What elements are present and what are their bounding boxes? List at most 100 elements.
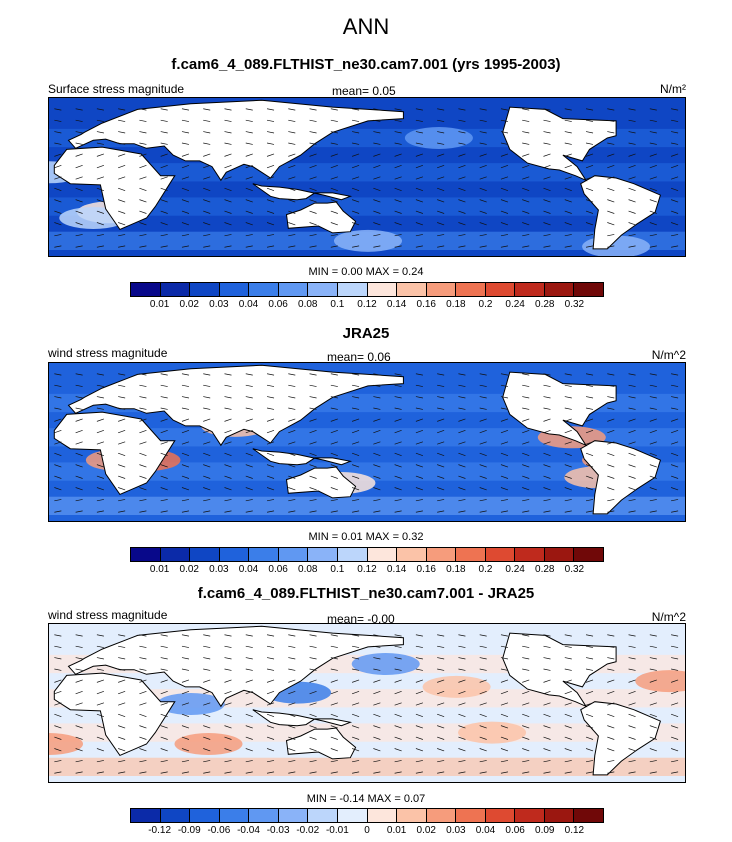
wind-vector (479, 119, 487, 122)
wind-vector (670, 176, 679, 180)
wind-vector (288, 441, 296, 445)
wind-vector (330, 634, 338, 637)
wind-vector (266, 165, 275, 169)
wind-vector (415, 418, 424, 422)
wind-vector (628, 119, 636, 122)
wind-vector (543, 396, 551, 399)
wind-vector (415, 407, 423, 410)
wind-vector (373, 760, 381, 763)
wind-vector (500, 407, 509, 410)
wind-vector (437, 691, 445, 695)
colorbar-swatch (544, 809, 575, 822)
wind-vector (373, 222, 381, 226)
wind-vector (585, 187, 594, 191)
wind-vector (330, 702, 338, 706)
wind-vector (288, 176, 296, 180)
wind-vector (181, 736, 190, 740)
wind-vector (649, 510, 657, 513)
wind-vector (245, 108, 253, 111)
wind-vector (628, 452, 636, 456)
wind-vector (415, 668, 423, 671)
wind-vector (54, 634, 62, 637)
colorbar-tick-label: 0.03 (209, 299, 229, 310)
panel-1-map (48, 97, 686, 257)
wind-vector (96, 430, 105, 434)
wind-vector (628, 645, 636, 648)
colorbar-tick-label: 0.1 (330, 299, 345, 310)
wind-vector (585, 176, 594, 180)
wind-vector (181, 691, 190, 695)
wind-vector (245, 657, 253, 660)
wind-vector (118, 702, 126, 706)
wind-vector (118, 131, 126, 134)
wind-vector (309, 499, 317, 502)
wind-vector (181, 108, 190, 111)
wind-vector (522, 771, 530, 774)
wind-vector (352, 760, 360, 763)
wind-vector (160, 384, 168, 387)
wind-vector (75, 713, 83, 717)
wind-vector (96, 634, 104, 637)
wind-vector (671, 373, 679, 376)
wind-vector (564, 645, 572, 648)
wind-vector (266, 153, 275, 157)
wind-vector (500, 668, 509, 671)
wind-vector (649, 499, 657, 502)
wind-vector (394, 657, 402, 660)
wind-vector (394, 713, 402, 717)
wind-vector (96, 760, 104, 763)
wind-vector (288, 407, 296, 410)
wind-vector (203, 153, 211, 157)
wind-vector (479, 441, 487, 445)
wind-vector (203, 748, 211, 752)
wind-vector (437, 210, 445, 214)
wind-vector (585, 475, 594, 479)
wind-vector (224, 234, 232, 237)
wind-vector (54, 373, 62, 376)
wind-vector (585, 748, 594, 752)
wind-vector (607, 210, 615, 214)
wind-vector (373, 475, 381, 479)
wind-vector (139, 153, 147, 157)
wind-vector (203, 668, 211, 671)
colorbar-tick-label: 0.18 (446, 299, 466, 310)
colorbar-swatch (249, 548, 279, 561)
wind-vector (437, 645, 445, 648)
wind-vector (671, 499, 679, 502)
wind-vector (309, 464, 317, 468)
wind-vector (288, 679, 296, 683)
wind-vector (54, 245, 62, 248)
wind-vector (266, 691, 275, 695)
wind-vector (394, 131, 402, 134)
wind-vector (585, 487, 594, 491)
wind-vector (118, 748, 126, 752)
wind-vector (564, 499, 572, 502)
wind-vector (458, 384, 466, 387)
wind-vector (224, 634, 232, 637)
wind-vector (203, 441, 211, 445)
wind-vector (288, 222, 296, 226)
wind-vector (160, 760, 168, 763)
land-mass (67, 99, 404, 182)
wind-vector (118, 119, 126, 122)
wind-vector (522, 487, 530, 491)
wind-vector (670, 736, 679, 740)
panel-3-variable-label: wind stress magnitude (48, 608, 168, 622)
wind-vector (352, 407, 360, 410)
wind-vector (75, 396, 83, 399)
wind-vector (437, 702, 445, 706)
wind-vector (139, 199, 147, 203)
wind-vector (245, 691, 253, 695)
wind-vector (585, 725, 594, 729)
wind-vector (607, 679, 615, 683)
wind-vector (75, 430, 83, 434)
wind-vector (245, 119, 253, 122)
wind-vector (437, 657, 445, 660)
wind-vector (628, 234, 636, 237)
field-anomaly (422, 675, 491, 698)
wind-vector (224, 430, 232, 434)
wind-vector (245, 222, 253, 226)
wind-vector (585, 464, 594, 468)
wind-vector (373, 131, 381, 134)
wind-vector (75, 679, 83, 683)
